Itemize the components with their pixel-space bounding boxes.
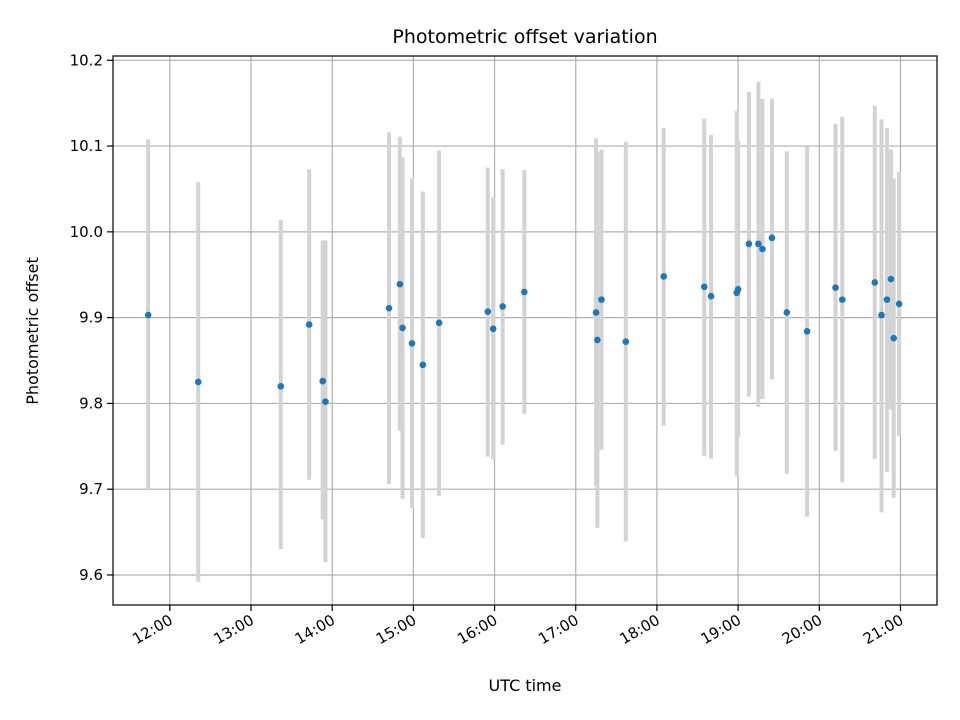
data-point (734, 286, 742, 293)
data-point (622, 338, 630, 345)
data-point (783, 309, 791, 316)
data-point (277, 382, 285, 390)
chart-title: Photometric offset variation (392, 26, 657, 48)
data-point (144, 311, 152, 319)
data-point (419, 361, 427, 369)
data-point (700, 283, 708, 291)
data-point (883, 296, 891, 303)
data-point (871, 279, 879, 286)
data-point (322, 398, 329, 405)
data-point (484, 308, 492, 315)
data-point (745, 240, 753, 248)
data-points (144, 234, 903, 405)
data-point (408, 340, 416, 347)
data-point (305, 321, 313, 328)
data-point (755, 240, 762, 248)
data-point (759, 245, 766, 253)
y-tick-label: 9.7 (79, 480, 103, 498)
plot-frame (112, 55, 938, 606)
data-point (895, 300, 903, 308)
data-point (803, 328, 811, 335)
y-tick-label: 9.8 (79, 394, 103, 412)
y-axis-label: Photometric offset (23, 257, 42, 405)
y-tick-label: 9.6 (79, 566, 103, 584)
data-point (707, 292, 715, 300)
y-axis-ticks: 9.6 9.7 9.8 9.9 10.0 10.1 10.2 (70, 51, 113, 584)
data-point (890, 334, 898, 342)
y-tick-label: 10.2 (70, 51, 103, 69)
data-point (598, 296, 605, 303)
data-point (385, 304, 393, 312)
data-point (838, 296, 846, 303)
y-tick-label: 10.1 (70, 137, 103, 155)
data-point (832, 284, 839, 291)
x-axis-label: UTC time (489, 676, 562, 695)
y-tick-label: 10.0 (70, 223, 103, 241)
data-point (660, 273, 667, 280)
y-tick-label: 9.9 (79, 309, 103, 327)
data-point (521, 288, 528, 296)
data-point (592, 309, 600, 316)
data-point (435, 319, 443, 327)
data-point (396, 280, 404, 288)
data-point (399, 324, 406, 332)
data-point (499, 303, 506, 310)
data-point (319, 377, 327, 385)
data-point (194, 378, 202, 386)
data-point (489, 325, 497, 333)
data-point (887, 275, 895, 283)
data-point (768, 234, 776, 242)
data-point (594, 336, 601, 344)
data-point (878, 311, 885, 319)
